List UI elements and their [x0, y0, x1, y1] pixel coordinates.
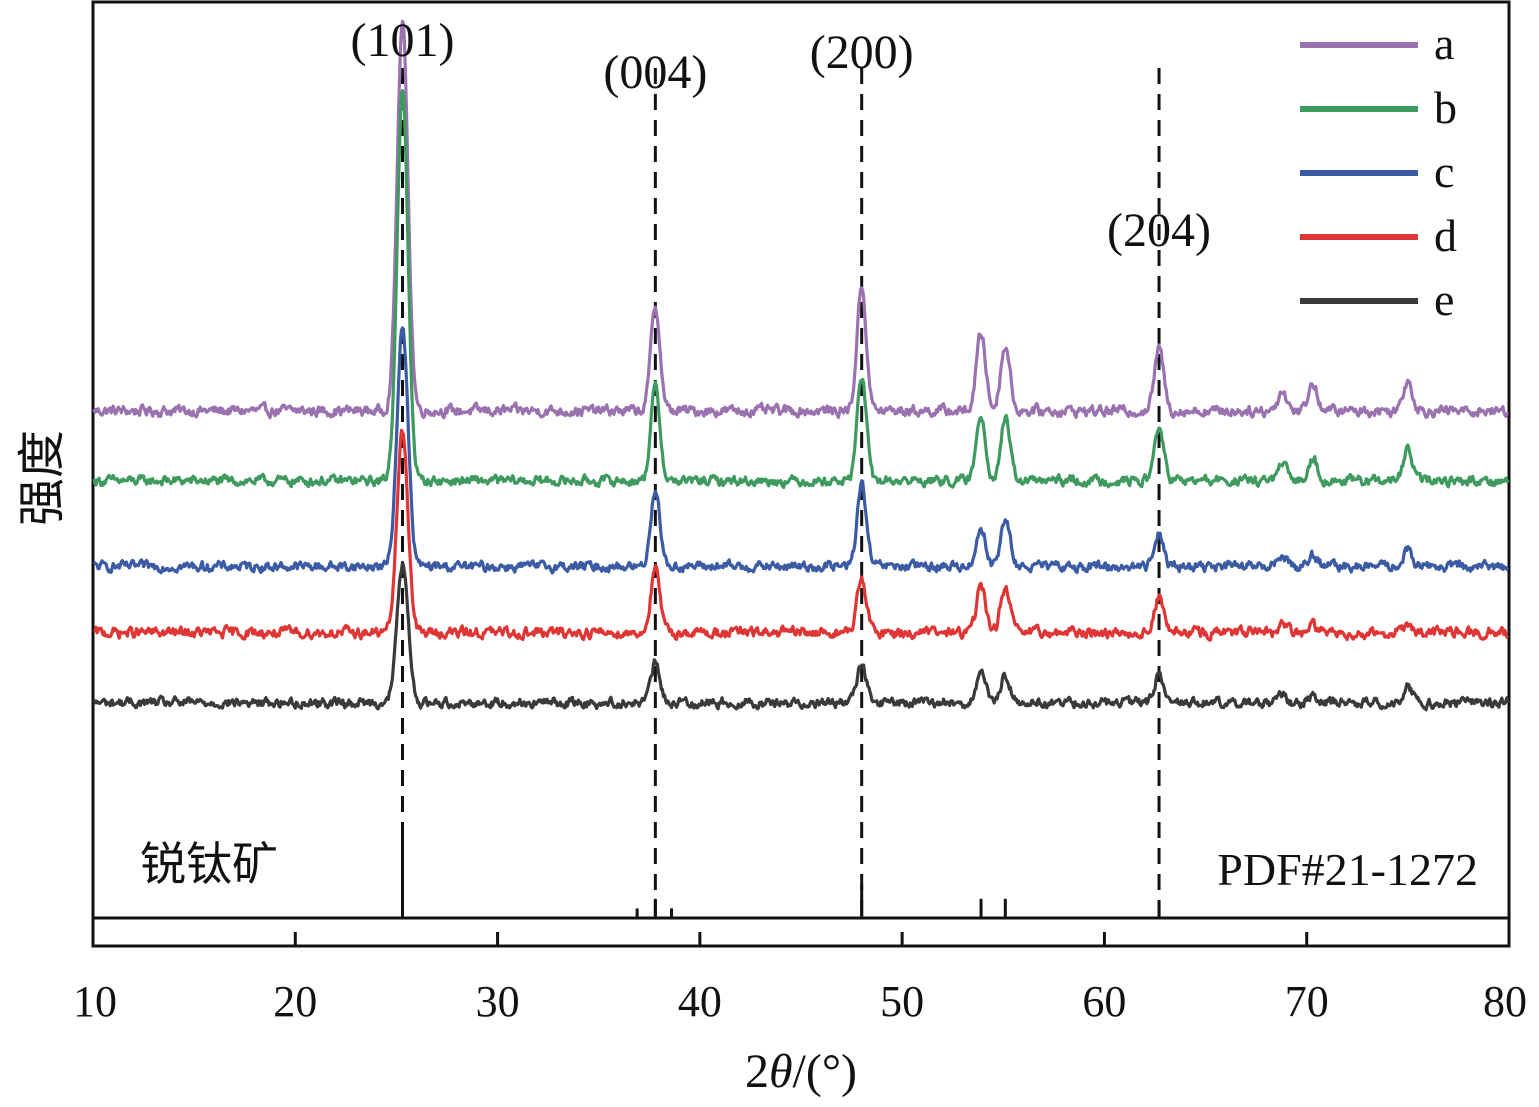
legend-label-d: d	[1434, 210, 1457, 261]
x-tick-label-50: 50	[880, 977, 924, 1026]
guide-lines	[400, 68, 1161, 918]
plot-frame	[91, 0, 1511, 948]
series-line-c	[92, 326, 1510, 575]
legend-label-e: e	[1434, 274, 1454, 325]
series-line-b	[92, 88, 1510, 489]
hkl-label-101: (101)	[351, 14, 455, 67]
hkl-labels: (101) (004) (200) (204)	[351, 14, 1212, 257]
x-tick-label-10: 10	[73, 977, 117, 1026]
reference-phase-label: 锐钛矿	[140, 837, 278, 891]
plot-area: (101) (004) (200) (204) 10 20 30 40 50 60 70 80 ab…	[73, 0, 1527, 1026]
legend-label-c: c	[1434, 146, 1454, 197]
hkl-label-204: (204)	[1107, 204, 1211, 257]
reference-sticks	[400, 822, 1161, 918]
y-axis-title: 强度	[14, 430, 70, 526]
series-layer	[92, 19, 1510, 712]
legend-label-a: a	[1434, 18, 1454, 69]
x-tick-label-40: 40	[678, 977, 722, 1026]
x-axis-ticks: 10 20 30 40 50 60 70 80	[73, 932, 1527, 1026]
x-tick-label-30: 30	[476, 977, 520, 1026]
x-tick-label-60: 60	[1082, 977, 1126, 1026]
x-axis-title: 2θ/(°)	[745, 1045, 857, 1098]
x-tick-label-80: 80	[1483, 977, 1527, 1026]
series-line-a	[92, 19, 1509, 420]
x-tick-label-70: 70	[1285, 977, 1329, 1026]
x-tick-label-20: 20	[273, 977, 317, 1026]
reference-card-label: PDF#21-1272	[1217, 844, 1478, 895]
hkl-label-004: (004)	[603, 46, 707, 99]
series-line-d	[93, 428, 1510, 642]
hkl-label-200: (200)	[810, 26, 914, 79]
legend-label-b: b	[1434, 82, 1457, 133]
series-line-e	[92, 560, 1510, 712]
